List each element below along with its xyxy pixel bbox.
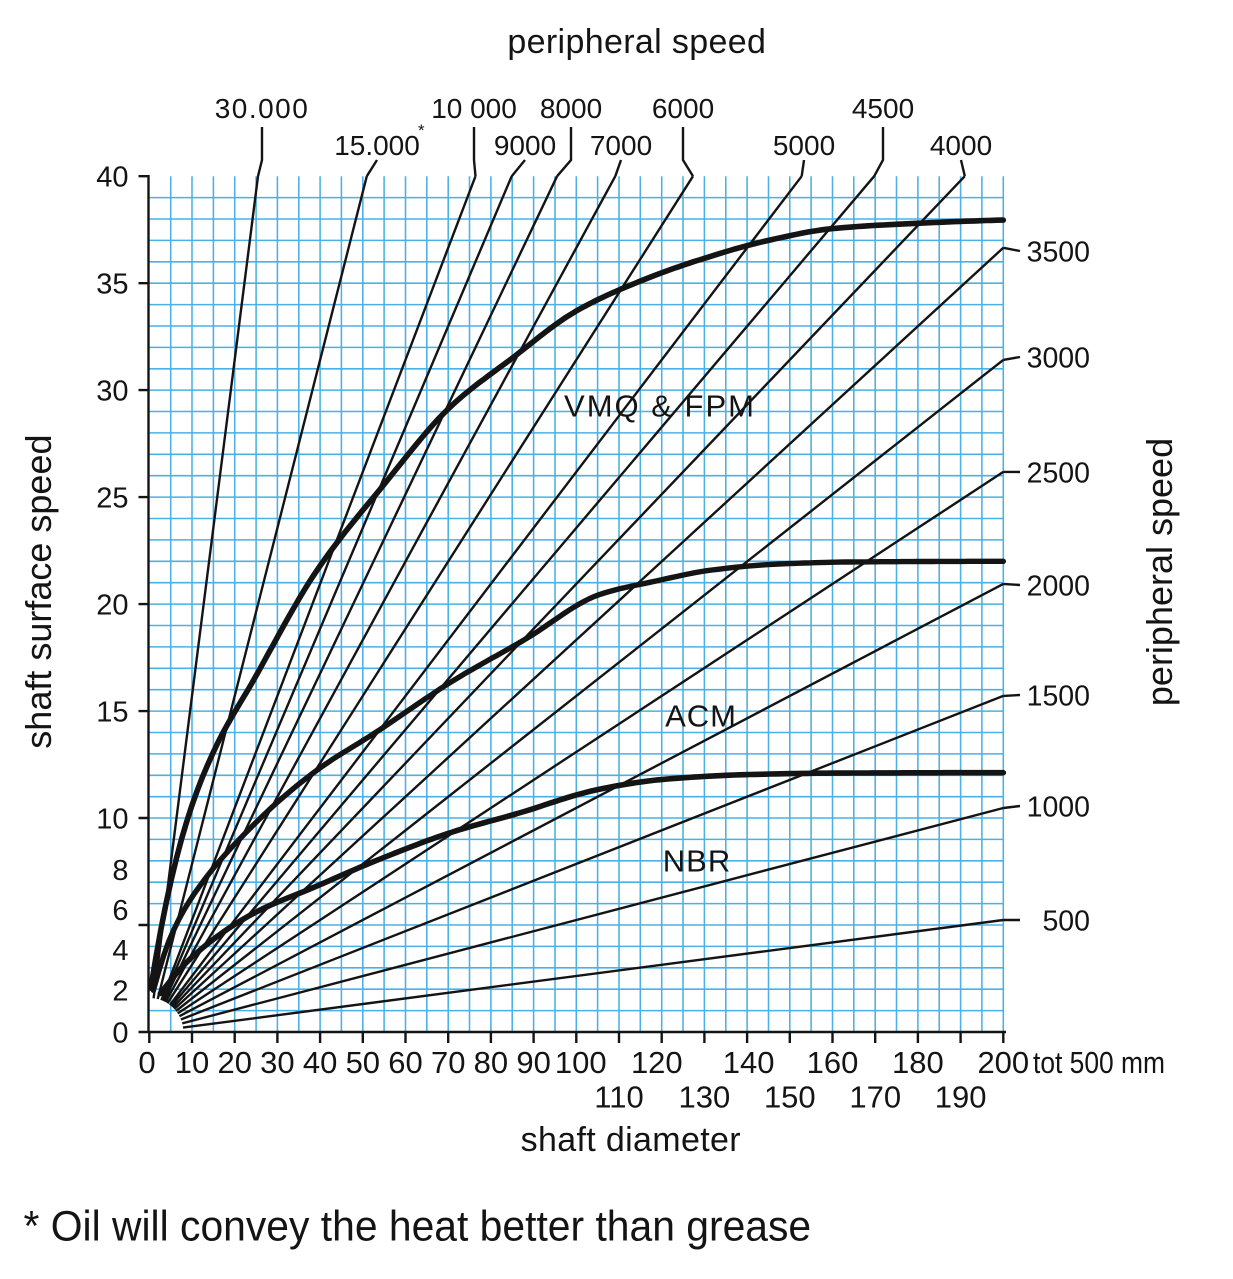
- svg-text:1500: 1500: [1027, 680, 1090, 712]
- svg-text:shaft diameter: shaft diameter: [521, 1121, 741, 1159]
- svg-text:2500: 2500: [1027, 457, 1090, 489]
- svg-text:0: 0: [138, 1045, 155, 1080]
- svg-text:9000: 9000: [494, 130, 556, 161]
- svg-text:170: 170: [849, 1079, 901, 1114]
- svg-text:8: 8: [112, 855, 128, 887]
- svg-text:shaft surface speed: shaft surface speed: [18, 434, 59, 748]
- svg-text:4000: 4000: [930, 130, 992, 161]
- svg-text:VMQ & FPM: VMQ & FPM: [564, 389, 756, 424]
- svg-text:15: 15: [96, 696, 128, 728]
- svg-text:30.000: 30.000: [215, 93, 310, 124]
- svg-text:1000: 1000: [1027, 791, 1090, 823]
- svg-text:200: 200: [977, 1045, 1029, 1080]
- svg-text:3000: 3000: [1027, 342, 1090, 374]
- svg-text:2: 2: [112, 975, 128, 1007]
- svg-text:190: 190: [935, 1079, 987, 1114]
- svg-text:70: 70: [431, 1045, 465, 1080]
- svg-text:15.000: 15.000: [334, 130, 420, 161]
- svg-text:0: 0: [112, 1017, 128, 1049]
- svg-text:100: 100: [555, 1045, 607, 1080]
- svg-text:10: 10: [175, 1045, 209, 1080]
- svg-text:6000: 6000: [652, 93, 714, 124]
- svg-text:90: 90: [516, 1045, 550, 1080]
- svg-text:180: 180: [892, 1045, 944, 1080]
- svg-text:40: 40: [303, 1045, 337, 1080]
- svg-text:4: 4: [112, 935, 128, 967]
- svg-text:4500: 4500: [852, 93, 914, 124]
- svg-text:140: 140: [723, 1045, 775, 1080]
- svg-text:8000: 8000: [540, 93, 602, 124]
- svg-text:40: 40: [96, 162, 128, 194]
- svg-text:130: 130: [679, 1079, 731, 1114]
- svg-text:50: 50: [346, 1045, 380, 1080]
- svg-text:30: 30: [260, 1045, 294, 1080]
- svg-text:7000: 7000: [590, 130, 652, 161]
- svg-text:30: 30: [96, 376, 128, 408]
- svg-text:120: 120: [631, 1045, 683, 1080]
- svg-text:10: 10: [96, 803, 128, 835]
- svg-text:6: 6: [112, 895, 128, 927]
- svg-text:3500: 3500: [1027, 236, 1090, 268]
- svg-text:160: 160: [807, 1045, 859, 1080]
- svg-text:peripheral speed: peripheral speed: [1139, 438, 1180, 706]
- svg-text:peripheral speed: peripheral speed: [507, 23, 766, 61]
- svg-text:35: 35: [96, 269, 128, 301]
- svg-text:10 000: 10 000: [431, 93, 517, 124]
- svg-text:80: 80: [474, 1045, 508, 1080]
- svg-text:60: 60: [388, 1045, 422, 1080]
- svg-text:NBR: NBR: [663, 844, 731, 879]
- svg-text:tot 500 mm: tot 500 mm: [1033, 1046, 1165, 1080]
- svg-text:150: 150: [764, 1079, 816, 1114]
- svg-text:20: 20: [217, 1045, 251, 1080]
- svg-text:20: 20: [96, 590, 128, 622]
- svg-text:*: *: [418, 121, 425, 140]
- svg-text:ACM: ACM: [665, 699, 737, 734]
- svg-text:500: 500: [1042, 905, 1090, 937]
- svg-text:* Oil will convey the heat bet: * Oil will convey the heat better than g…: [24, 1201, 812, 1249]
- svg-text:110: 110: [594, 1079, 643, 1114]
- svg-text:2000: 2000: [1027, 570, 1090, 602]
- svg-text:5000: 5000: [773, 130, 835, 161]
- svg-text:25: 25: [96, 483, 128, 515]
